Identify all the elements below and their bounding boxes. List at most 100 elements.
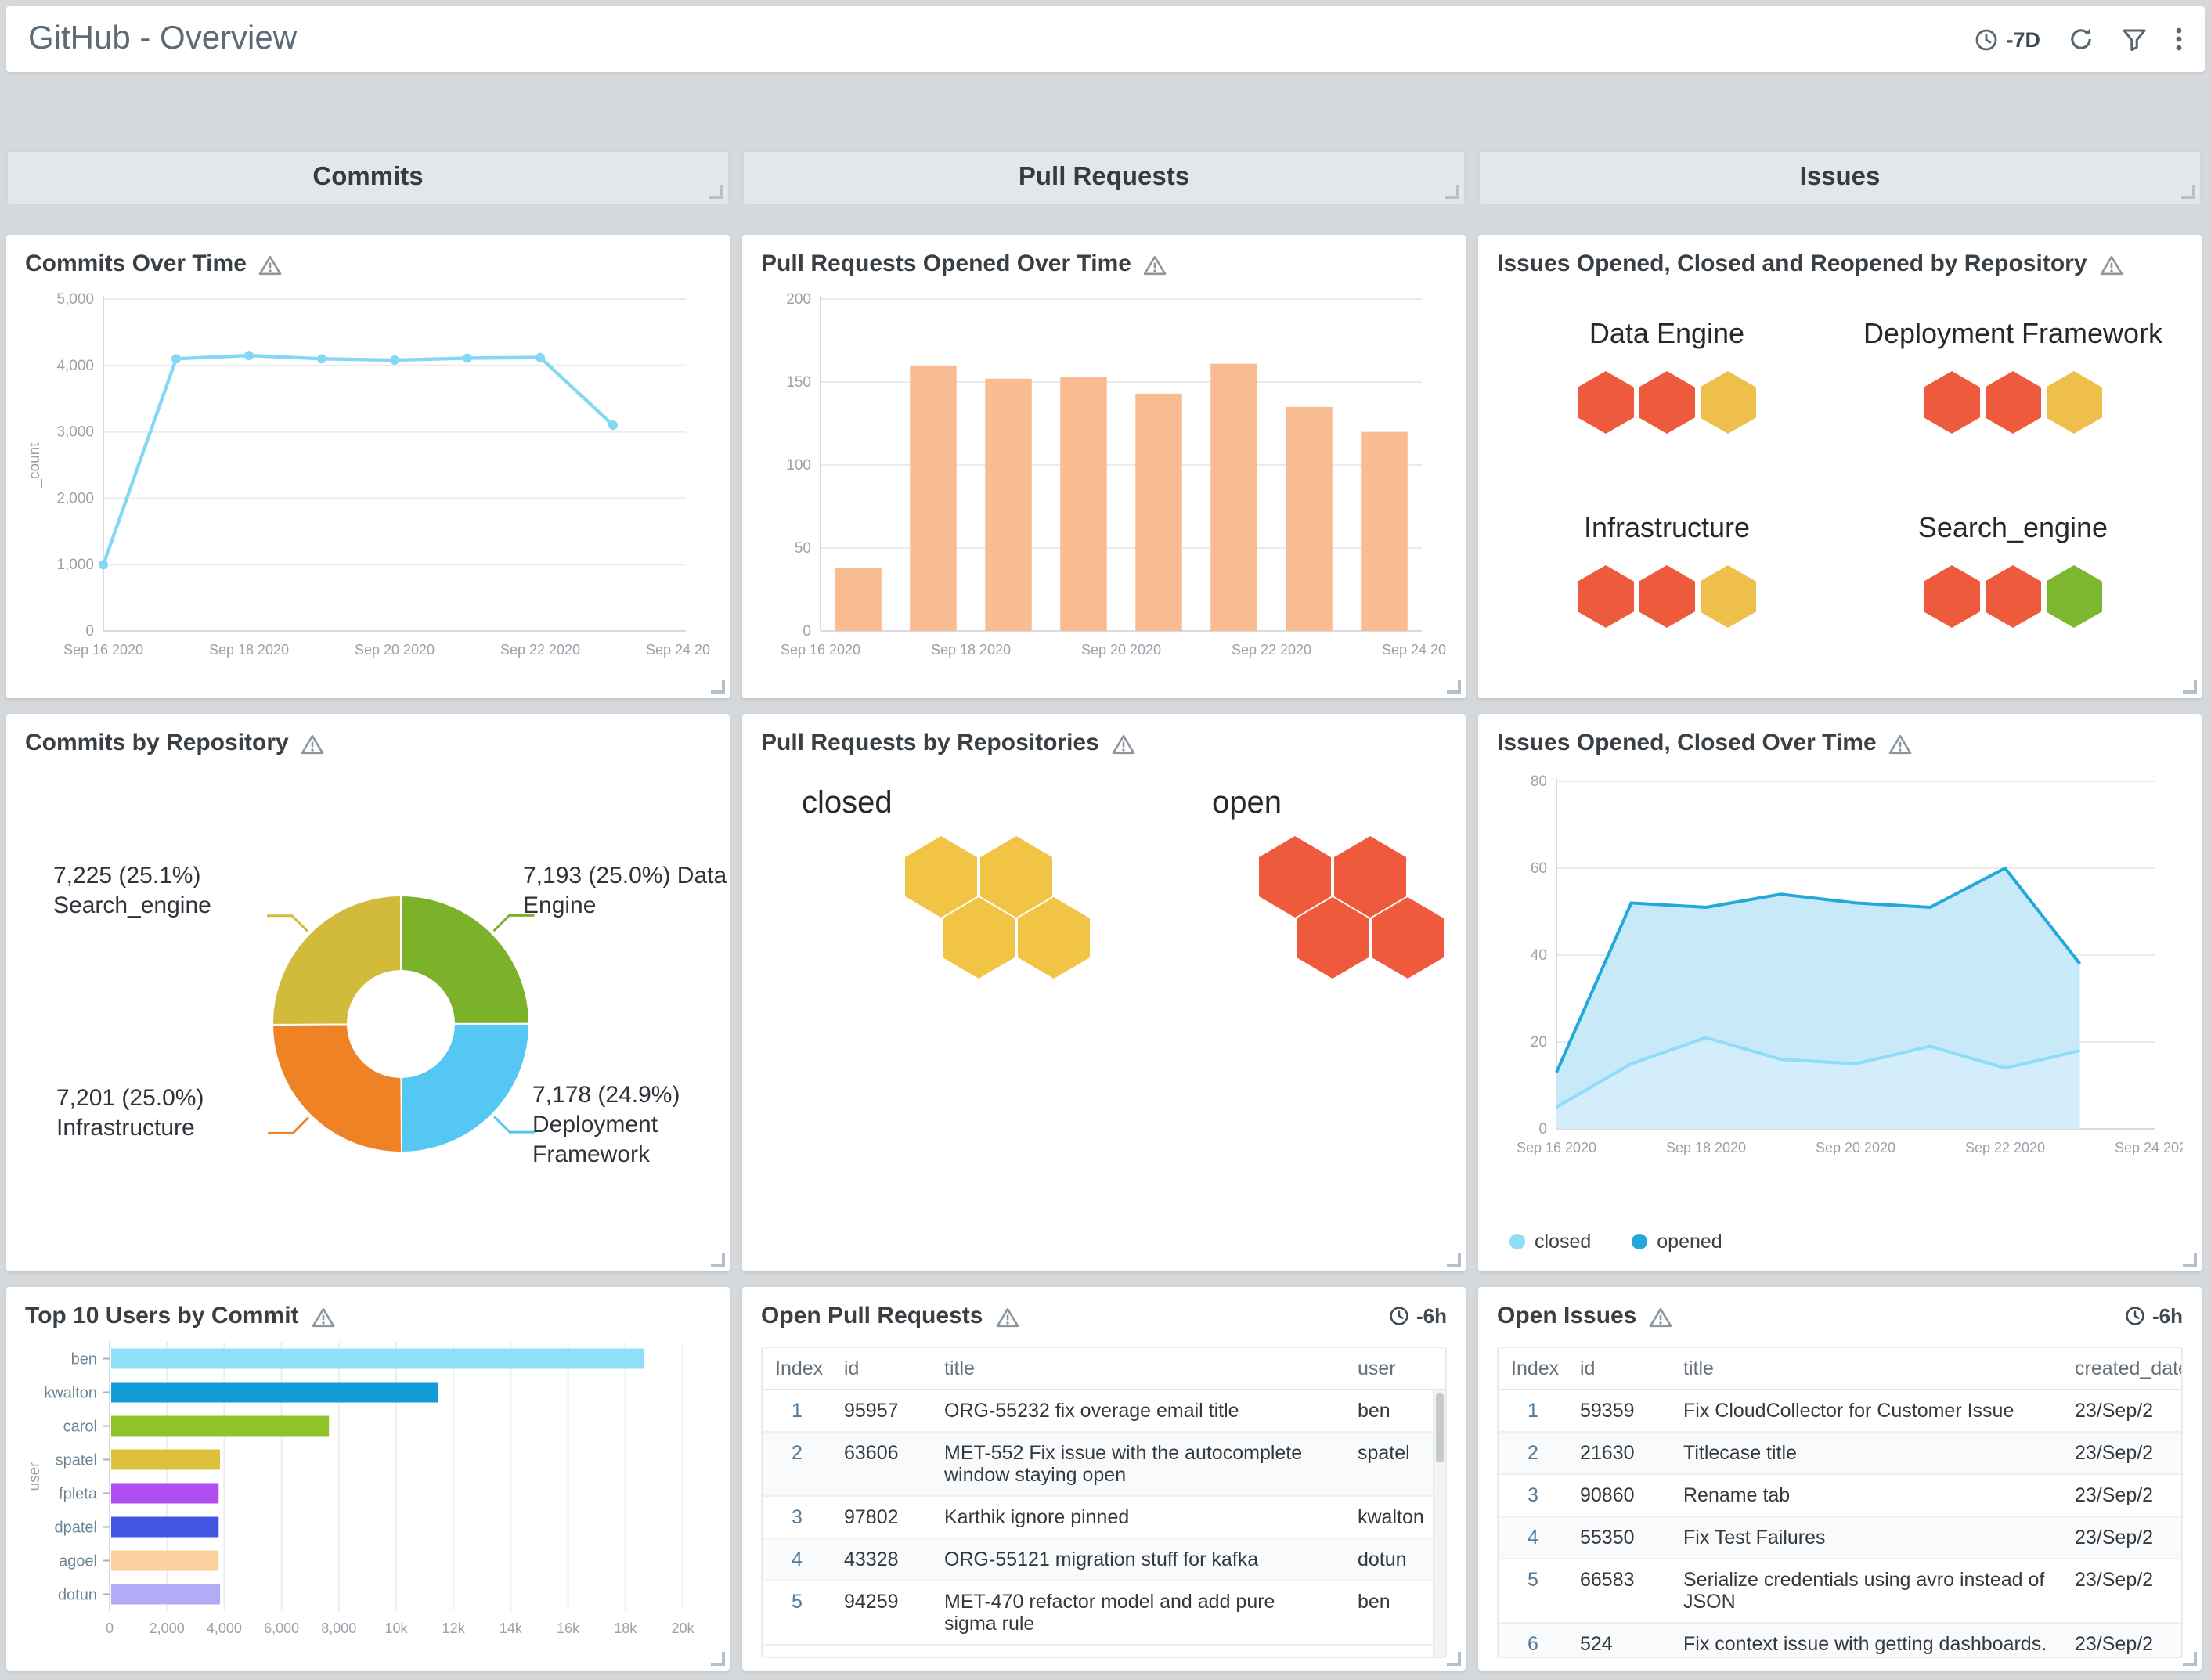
table-cell: Titlecase title bbox=[1671, 1432, 2062, 1475]
svg-text:100: 100 bbox=[786, 457, 811, 474]
honeycomb-cluster-open bbox=[1259, 836, 1447, 980]
table-row[interactable]: 1 95957 ORG-55232 fix overage email title b… bbox=[763, 1390, 1445, 1433]
column-header-index[interactable]: Index bbox=[1499, 1348, 1567, 1390]
table-cell: ben bbox=[1345, 1390, 1445, 1433]
panel-top-users-by-commit: Top 10 Users by Commit 0 2,000 4,000 6,000 8… bbox=[6, 1287, 730, 1671]
table-cell: 63606 bbox=[831, 1432, 932, 1497]
resize-handle[interactable] bbox=[2183, 680, 2197, 694]
svg-text:150: 150 bbox=[786, 374, 811, 391]
hexagon[interactable] bbox=[1985, 565, 2041, 628]
hexagon[interactable] bbox=[2046, 565, 2102, 628]
commits-over-time-chart[interactable]: 0 1,000 2,000 3,000 4,000 5,000 Sep 16 2020 Sep… bbox=[25, 283, 711, 675]
section-header-commits[interactable]: Commits bbox=[6, 150, 730, 205]
table-cell: 2 bbox=[763, 1432, 831, 1497]
table-row[interactable]: 5 94259 MET-470 refactor model and add pur… bbox=[763, 1581, 1445, 1646]
commits-donut-chart[interactable] bbox=[6, 714, 730, 1271]
warning-icon[interactable] bbox=[1112, 734, 1135, 754]
panel-time-offset[interactable]: -6h bbox=[2124, 1304, 2183, 1328]
honeycomb-group-infrastructure: Infrastructure bbox=[1494, 473, 1840, 667]
table-row[interactable]: 3 90860 Rename tab 23/Sep/2 bbox=[1499, 1474, 2181, 1517]
table-cell: 23/Sep/2 bbox=[2062, 1623, 2181, 1657]
table-row[interactable]: 4 43328 ORG-55121 migration stuff for kafk… bbox=[763, 1538, 1445, 1581]
svg-text:Sep 24 2020: Sep 24 2020 bbox=[646, 642, 711, 658]
panel-title: Open Issues bbox=[1497, 1303, 1637, 1329]
column-header-id[interactable]: id bbox=[1567, 1348, 1671, 1390]
pull-requests-bar-chart[interactable]: 0 50 100 150 200 Sep 16 2020 Sep 18 2020 Sep 20… bbox=[761, 283, 1447, 675]
warning-icon[interactable] bbox=[1144, 254, 1167, 275]
resize-handle[interactable] bbox=[2181, 185, 2195, 199]
honeycomb-cluster-closed bbox=[905, 836, 1093, 980]
cluster-label-open: open bbox=[1212, 786, 1282, 820]
resize-handle[interactable] bbox=[1447, 680, 1461, 694]
hexagon[interactable] bbox=[2046, 371, 2102, 434]
section-header-issues[interactable]: Issues bbox=[1478, 150, 2202, 205]
hexagon[interactable] bbox=[1985, 371, 2041, 434]
warning-icon[interactable] bbox=[301, 734, 325, 754]
table-cell: 3 bbox=[763, 1496, 831, 1539]
time-offset-label: -6h bbox=[1416, 1304, 1447, 1328]
resize-handle[interactable] bbox=[711, 680, 725, 694]
column-header-user[interactable]: user bbox=[1345, 1348, 1445, 1390]
table-cell: Fix CloudCollector for Customer Issue bbox=[1671, 1390, 2062, 1433]
hex-row bbox=[1924, 565, 2102, 628]
table-cell: Fix Test Failures bbox=[1671, 1516, 2062, 1559]
resize-handle[interactable] bbox=[1447, 1652, 1461, 1666]
table-row[interactable]: 2 63606 MET-552 Fix issue with the autocom… bbox=[763, 1432, 1445, 1497]
table-cell: Serialize credentials using avro instead… bbox=[1671, 1559, 2062, 1624]
panel-title: Commits Over Time bbox=[25, 251, 247, 277]
warning-icon[interactable] bbox=[1649, 1307, 1672, 1327]
warning-icon[interactable] bbox=[259, 254, 283, 275]
legend-item-closed[interactable]: closed bbox=[1509, 1231, 1591, 1253]
warning-icon[interactable] bbox=[2100, 254, 2123, 275]
resize-handle[interactable] bbox=[2183, 1253, 2197, 1267]
column-header-id[interactable]: id bbox=[831, 1348, 932, 1390]
resize-handle[interactable] bbox=[1447, 1253, 1461, 1267]
svg-text:6,000: 6,000 bbox=[264, 1621, 299, 1636]
scrollbar[interactable] bbox=[1433, 1390, 1445, 1657]
legend-item-opened[interactable]: opened bbox=[1632, 1231, 1722, 1253]
hexagon[interactable] bbox=[1578, 565, 1634, 628]
warning-icon[interactable] bbox=[995, 1307, 1019, 1327]
section-header-label: Issues bbox=[1799, 163, 1881, 191]
warning-icon[interactable] bbox=[1889, 734, 1913, 754]
resize-handle[interactable] bbox=[711, 1652, 725, 1666]
section-header-pull-requests[interactable]: Pull Requests bbox=[742, 150, 1466, 205]
hexagon[interactable] bbox=[1924, 371, 1980, 434]
hexagon[interactable] bbox=[1578, 371, 1634, 434]
time-range-button[interactable]: -7D bbox=[1975, 27, 2040, 51]
table-cell: 23/Sep/2 bbox=[2062, 1390, 2181, 1433]
refresh-button[interactable] bbox=[2069, 27, 2094, 52]
hexagon[interactable] bbox=[1700, 371, 1756, 434]
more-options-button[interactable] bbox=[2175, 27, 2183, 52]
table-row[interactable]: 4 55350 Fix Test Failures 23/Sep/2 bbox=[1499, 1516, 2181, 1559]
svg-text:Sep 16 2020: Sep 16 2020 bbox=[63, 642, 143, 658]
resize-handle[interactable] bbox=[1445, 185, 1459, 199]
resize-handle[interactable] bbox=[709, 185, 723, 199]
warning-icon[interactable] bbox=[312, 1307, 335, 1327]
column-header-index[interactable]: Index bbox=[763, 1348, 831, 1390]
table-row[interactable]: 6 524 Fix context issue with getting dashb… bbox=[1499, 1623, 2181, 1657]
column-header-title[interactable]: title bbox=[932, 1348, 1345, 1390]
hexagon[interactable] bbox=[1639, 565, 1695, 628]
svg-text:Sep 22 2020: Sep 22 2020 bbox=[1232, 642, 1311, 658]
hexagon[interactable] bbox=[1639, 371, 1695, 434]
svg-text:10k: 10k bbox=[384, 1621, 408, 1636]
table-row[interactable]: 5 66583 Serialize credentials using avro i… bbox=[1499, 1559, 2181, 1624]
resize-handle[interactable] bbox=[2183, 1652, 2197, 1666]
top-users-bar-chart[interactable]: 0 2,000 4,000 6,000 8,000 10k 12k 14k 16k 18k 20k b… bbox=[25, 1336, 711, 1652]
table-cell: ORG-55232 fix overage email title bbox=[932, 1390, 1345, 1433]
issues-area-chart[interactable]: 0 20 40 60 80 Sep 16 2020 Sep 18 2020 Sep 20 20… bbox=[1497, 762, 2183, 1176]
filter-icon bbox=[2123, 29, 2146, 52]
panel-time-offset[interactable]: -6h bbox=[1388, 1304, 1447, 1328]
column-header-title[interactable]: title bbox=[1671, 1348, 2062, 1390]
resize-handle[interactable] bbox=[711, 1253, 725, 1267]
table-row[interactable]: 1 59359 Fix CloudCollector for Customer Is… bbox=[1499, 1390, 2181, 1433]
scrollbar-thumb[interactable] bbox=[1436, 1393, 1444, 1462]
filter-button[interactable] bbox=[2122, 27, 2147, 52]
table-row[interactable]: 3 97802 Karthik ignore pinned kwalton bbox=[763, 1496, 1445, 1539]
hexagon[interactable] bbox=[1924, 565, 1980, 628]
hexagon[interactable] bbox=[1700, 565, 1756, 628]
table-row[interactable]: 2 21630 Titlecase title 23/Sep/2 bbox=[1499, 1432, 2181, 1475]
table-cell: 23/Sep/2 bbox=[2062, 1516, 2181, 1559]
column-header-created_date[interactable]: created_date bbox=[2062, 1348, 2181, 1390]
